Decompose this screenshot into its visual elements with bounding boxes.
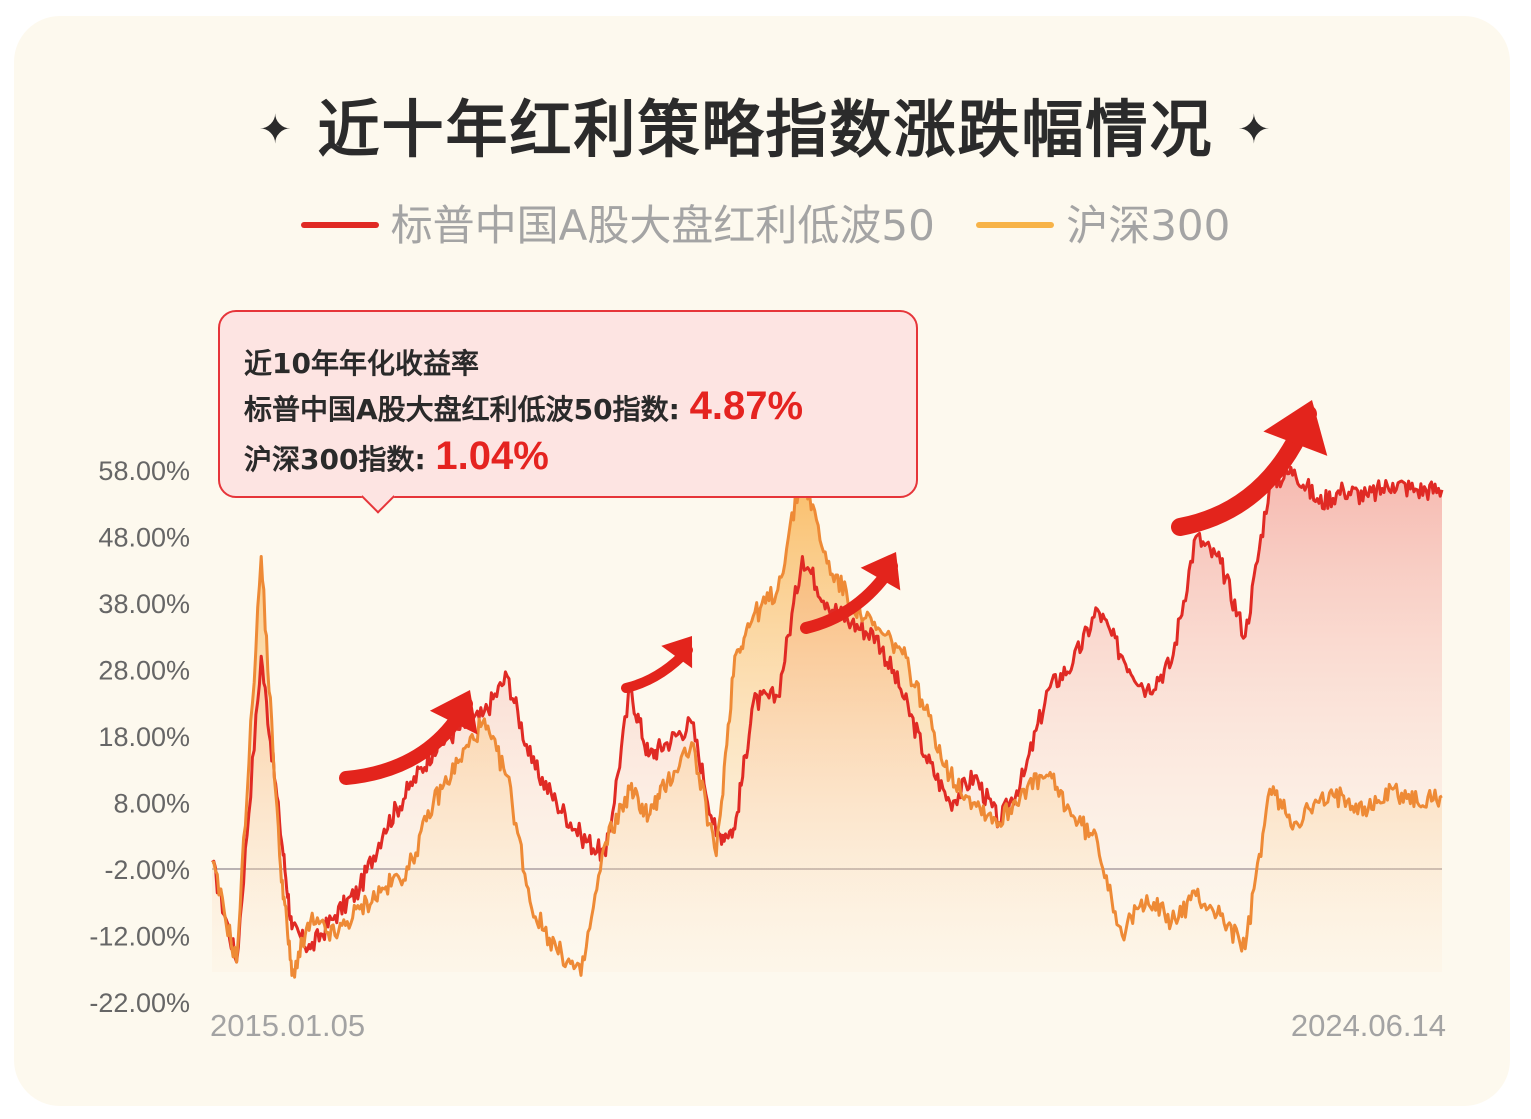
y-tick-label: 38.00% <box>98 589 190 619</box>
y-tick-label: 28.00% <box>98 656 190 686</box>
y-tick-label: -12.00% <box>89 922 190 952</box>
callout-heading: 近10年年化收益率 <box>244 347 479 380</box>
y-tick-label: 48.00% <box>98 523 190 553</box>
y-tick-label: -2.00% <box>104 855 190 885</box>
x-end-label: 2024.06.14 <box>1291 1008 1446 1043</box>
callout-value-csi300: 1.04% <box>435 434 549 478</box>
legend-label-csi300: 沪深300 <box>1066 201 1231 250</box>
callout-line-dividend: 标普中国A股大盘红利低波50指数: 4.87% <box>244 384 803 429</box>
line-dividend <box>211 465 1444 964</box>
trend-arrow-head-2 <box>661 636 693 669</box>
star-left-icon: ✦ <box>258 107 294 153</box>
chart-title: 近十年红利策略指数涨跌幅情况 <box>317 93 1214 166</box>
y-tick-label: 18.00% <box>98 722 190 752</box>
annualized-return-callout: 近10年年化收益率 标普中国A股大盘红利低波50指数: 4.87% 沪深300指… <box>218 310 918 498</box>
callout-label-csi300: 沪深300指数: <box>244 443 426 476</box>
legend-item-csi300: 沪深300 <box>976 198 1230 254</box>
legend-swatch-csi300 <box>976 222 1055 228</box>
trend-arrow-head-1 <box>429 690 478 735</box>
area-csi300 <box>212 470 1442 978</box>
x-start-label: 2015.01.05 <box>210 1008 365 1043</box>
chart-title-row: ✦ 近十年红利策略指数涨跌幅情况 ✦ <box>0 92 1531 168</box>
legend-swatch-dividend <box>300 222 379 228</box>
y-tick-label: -22.00% <box>89 988 190 1018</box>
area-fills <box>212 467 1442 978</box>
y-tick-label: 8.00% <box>113 789 190 819</box>
trend-arrows <box>339 400 1328 785</box>
y-tick-label: 58.00% <box>98 456 190 486</box>
callout-value-dividend: 4.87% <box>689 384 804 428</box>
callout-label-dividend: 标普中国A股大盘红利低波50指数: <box>244 393 680 426</box>
trend-arrow-head-3 <box>860 552 901 591</box>
trend-arrow-head-4 <box>1263 400 1328 456</box>
callout-line-csi300: 沪深300指数: 1.04% <box>244 434 549 479</box>
legend-item-dividend: 标普中国A股大盘红利低波50 <box>300 198 935 254</box>
legend: 标普中国A股大盘红利低波50 沪深300 <box>0 198 1531 254</box>
y-axis: 58.00% 48.00% 38.00% 28.00% 18.00% 8.00% -2.00… <box>89 456 190 1018</box>
legend-label-dividend: 标普中国A股大盘红利低波50 <box>390 201 935 250</box>
star-right-icon: ✦ <box>1237 107 1273 153</box>
